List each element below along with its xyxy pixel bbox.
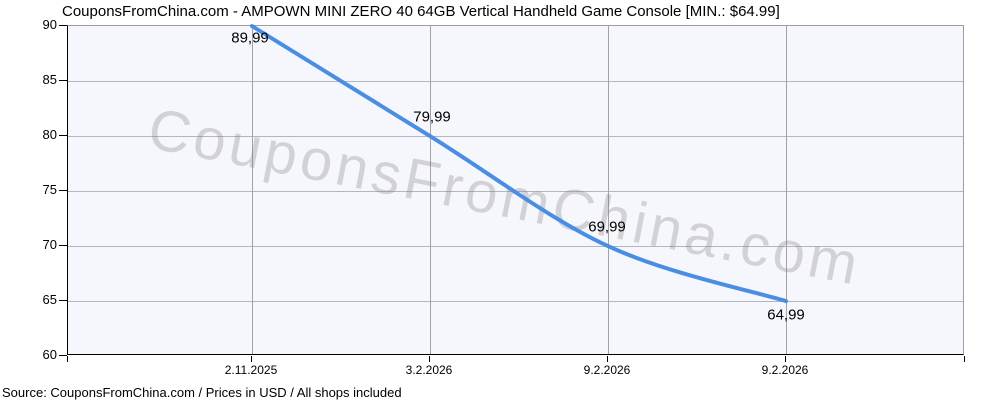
x-gridline [786,26,787,354]
x-tick-label: 9.2.2026 [761,363,809,377]
point-value-label: 69,99 [588,218,626,236]
x-gridline [608,26,609,354]
x-gridline [430,26,431,354]
y-tick-label: 75 [42,182,57,197]
y-gridline [68,246,963,247]
plot-area [67,24,964,355]
x-tick [251,356,252,362]
y-tick [59,355,67,356]
x-tick [785,356,786,362]
y-tick-label: 60 [42,347,57,362]
x-tick [607,356,608,362]
point-value-label: 89,99 [231,29,269,47]
y-tick-label: 80 [42,127,57,142]
y-tick [59,135,67,136]
y-gridline [68,136,963,137]
y-tick [59,245,67,246]
point-value-label: 79,99 [413,108,451,126]
x-gridline [252,26,253,354]
x-tick-label: 9.2.2026 [583,363,631,377]
chart-title: CouponsFromChina.com - AMPOWN MINI ZERO … [62,3,780,20]
price-line-path [250,24,788,304]
x-tick [429,356,430,362]
y-tick-label: 90 [42,17,57,32]
y-tick [59,25,67,26]
x-tick [964,356,965,362]
y-tick [59,190,67,191]
y-tick-label: 70 [42,237,57,252]
y-tick-label: 65 [42,292,57,307]
y-gridline [68,81,963,82]
y-tick [59,300,67,301]
y-gridline [68,301,963,302]
point-value-label: 64,99 [767,306,805,324]
x-tick [67,356,68,362]
source-footer: Source: CouponsFromChina.com / Prices in… [2,385,402,400]
price-line-svg [250,24,788,304]
x-tick-label: 3.2.2026 [405,363,453,377]
y-tick [59,80,67,81]
x-tick-label: 2.11.2025 [224,363,278,377]
y-tick-label: 85 [42,72,57,87]
